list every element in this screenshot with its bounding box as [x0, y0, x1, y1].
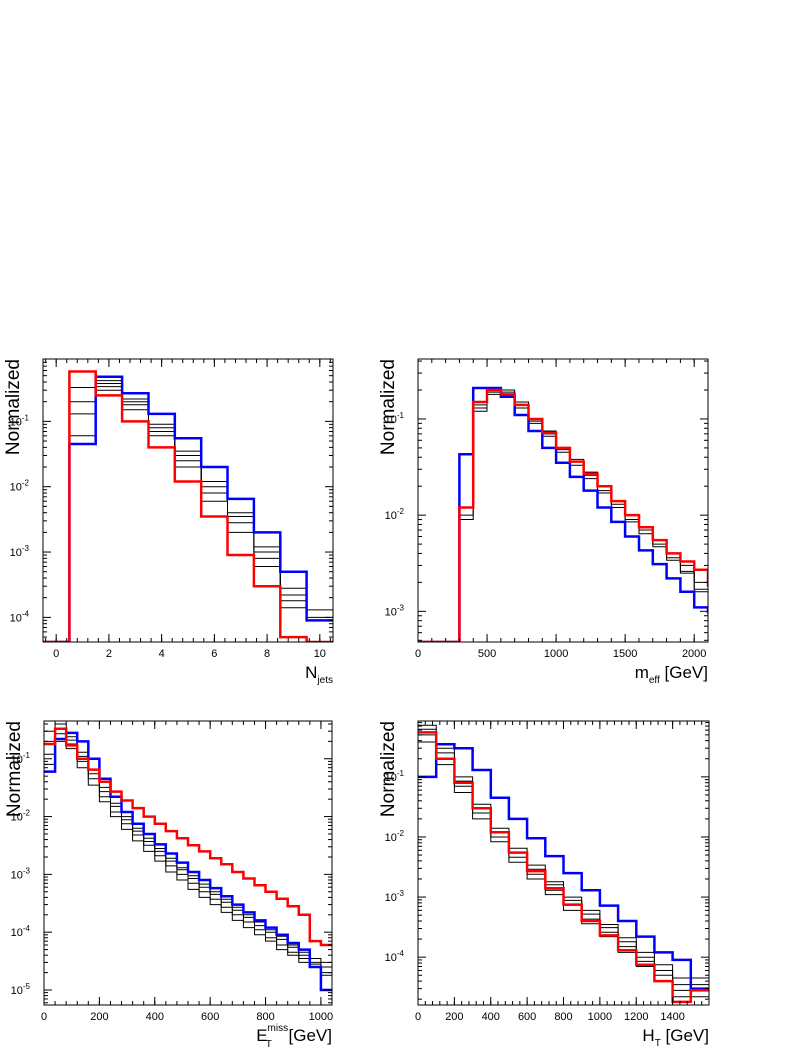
- ht-x-tick-label: 1200: [624, 1011, 648, 1023]
- met-series-5: [44, 727, 332, 947]
- meff-series-4: [418, 388, 708, 642]
- meff-frame: [417, 358, 709, 643]
- njets-y-tick-label: 10-2: [10, 479, 30, 494]
- ht-x-axis-label: HT [GeV]: [642, 1026, 709, 1048]
- ht-x-tick-label: 0: [415, 1011, 421, 1023]
- njets-y-tick-label: 10-4: [10, 609, 30, 624]
- njets-plot: 0 2 4 6 8 10 10-4 10-3 10-2 10-1 Normalized Njets: [0, 345, 405, 690]
- meff-series-group: [418, 386, 708, 642]
- ht-svg: 0 200 400 600 800 1000 1200 1400 10-410-310-210-…: [378, 720, 710, 1048]
- meff-series-2: [418, 389, 708, 642]
- njets-frame: [42, 358, 334, 643]
- met-x-axis-label: Emiss T [GeV]: [256, 1023, 332, 1048]
- ht-x-axis: 0 200 400 600 800 1000 1200 1400: [415, 721, 710, 1023]
- njets-series-2: [43, 386, 333, 642]
- met-y-axis-label: Normalized: [4, 721, 25, 817]
- ht-y-axis-label: Normalized: [378, 721, 399, 817]
- met-series-4: [44, 731, 332, 992]
- met-y-tick-label: 10-4: [11, 924, 31, 939]
- njets-y-tick-label: 10-3: [10, 544, 30, 559]
- met-x-tick-label: 0: [41, 1011, 47, 1023]
- ht-series-1: [418, 728, 709, 986]
- met-y-tick-label: 10-5: [11, 982, 31, 997]
- ht-series-5: [418, 731, 709, 1004]
- njets-x-tick-label: 8: [264, 648, 270, 660]
- meff-series-0: [418, 389, 708, 642]
- ht-x-tick-label: 400: [482, 1011, 500, 1023]
- meff-x-tick-label: 0: [415, 648, 421, 660]
- njets-series-3: [43, 387, 333, 642]
- ht-x-tick-label: 200: [445, 1011, 463, 1023]
- met-plot: 0 200 400 600 800 1000 10-5 10-4 10-3 10-2 10-1 Nor…: [0, 700, 405, 1048]
- met-svg: 0 200 400 600 800 100010-510-410-310-210-1Nor…: [4, 720, 333, 1048]
- meff-x-tick-label: 1500: [613, 648, 637, 660]
- met-x-tick-label: 800: [256, 1011, 274, 1023]
- njets-series-0: [43, 380, 333, 642]
- meff-x-tick-label: 500: [478, 648, 496, 660]
- met-x-tick-label: 1000: [309, 1011, 333, 1023]
- met-x-tick-label: 200: [90, 1011, 108, 1023]
- met-x-tick-label: 600: [201, 1011, 219, 1023]
- meff-y-axis: 10-310-210-1: [385, 360, 708, 641]
- meff-x-tick-label: 1000: [544, 648, 568, 660]
- ht-x-tick-label: 800: [554, 1011, 572, 1023]
- met-series-group: [44, 723, 332, 992]
- njets-series-group: [43, 370, 333, 642]
- meff-x-axis-label: meff [GeV]: [635, 663, 708, 686]
- met-series-0: [44, 723, 332, 976]
- ht-series-4: [418, 742, 709, 990]
- ht-x-tick-label: 600: [518, 1011, 536, 1023]
- njets-series-1: [43, 383, 333, 642]
- njets-x-tick-label: 10: [314, 648, 326, 660]
- met-y-tick-label: 10-3: [11, 866, 31, 881]
- ht-series-0: [418, 724, 709, 979]
- njets-series-4: [43, 375, 333, 642]
- njets-x-axis-label: Njets: [305, 663, 333, 686]
- met-y-axis: 10-510-410-310-210-1: [11, 723, 332, 1004]
- ht-y-axis: 10-410-310-210-1: [385, 722, 709, 1000]
- njets-x-tick-label: 4: [159, 648, 165, 660]
- met-x-tick-label: 400: [146, 1011, 164, 1023]
- njets-x-tick-label: 2: [106, 648, 112, 660]
- met-x-axis: 0 200 400 600 800 1000: [41, 721, 333, 1023]
- ht-x-tick-label: 1000: [588, 1011, 612, 1023]
- ht-plot: 0 200 400 600 800 1000 1200 1400 10-4 10-3 10-2 10-…: [378, 700, 810, 1048]
- meff-x-tick-label: 2000: [682, 648, 706, 660]
- njets-series-5: [43, 370, 333, 642]
- njets-y-axis-label: Normalized: [3, 359, 24, 455]
- meff-series-1: [418, 391, 708, 642]
- ht-x-tick-label: 1400: [660, 1011, 684, 1023]
- ht-series-group: [418, 724, 709, 1004]
- njets-x-tick-label: 0: [53, 648, 59, 660]
- njets-x-tick-label: 6: [211, 648, 217, 660]
- njets-x-axis: 0 2 4 6 8 10: [45, 359, 331, 660]
- meff-plot: 0 500 1000 1500 2000 10-3 10-2 10-1 Normalized me…: [378, 345, 810, 690]
- meff-y-axis-label: Normalized: [378, 359, 399, 455]
- njets-y-axis: 10-410-310-210-1: [10, 358, 333, 638]
